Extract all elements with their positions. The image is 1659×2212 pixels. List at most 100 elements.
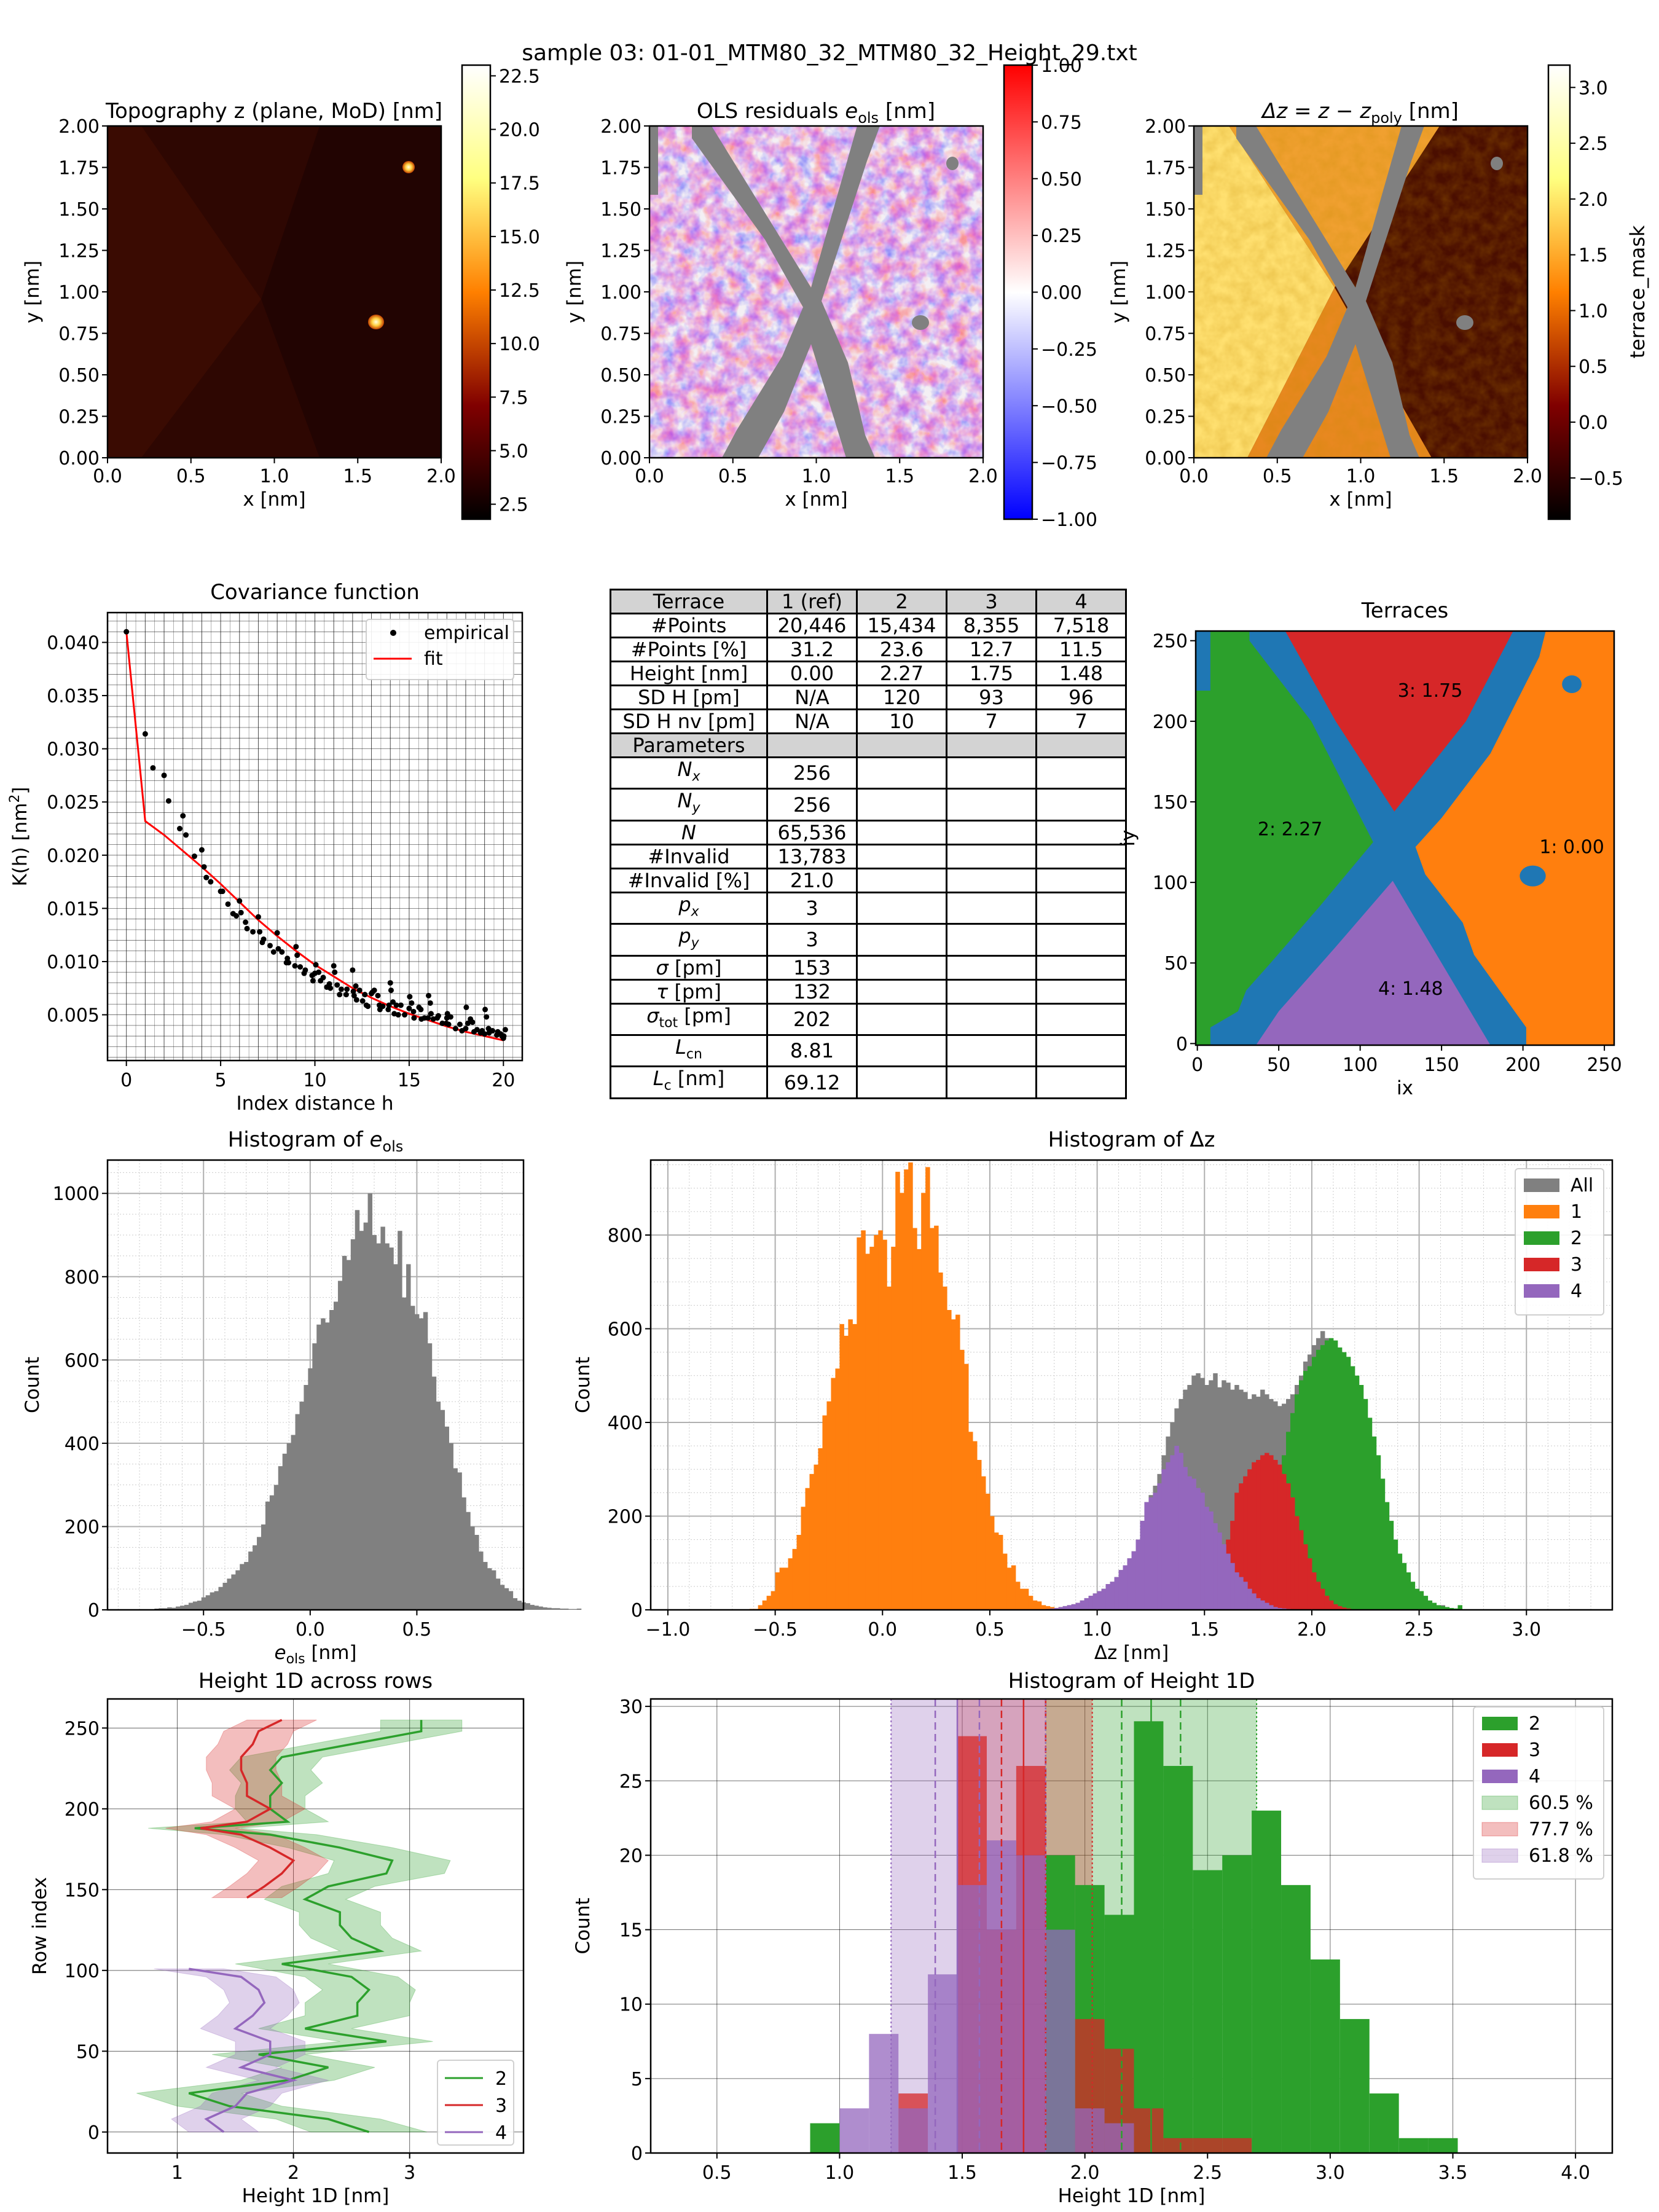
empirical-point: [244, 925, 250, 931]
histogram-bar: [282, 1453, 288, 1610]
y-axis-label-sup: 2: [7, 794, 23, 803]
y-tick-label: 0.030: [47, 739, 100, 761]
axes-frame: [106, 1159, 525, 1611]
y-tick-label: 150: [1153, 792, 1188, 814]
histogram-bar-4: [1260, 1600, 1265, 1610]
empirical-point: [490, 1028, 496, 1034]
histogram-bar-4: [928, 1974, 958, 2153]
table-empty-cell: [856, 1065, 947, 1099]
table-parameter-row: N 65,536: [610, 819, 1127, 845]
histogram-bar-2: [1316, 1349, 1321, 1610]
topography-terrace-dark: [261, 126, 441, 458]
histogram-bar-4: [1123, 1565, 1128, 1610]
empirical-point: [292, 963, 298, 969]
topography-map-panel: Topography z (plane, MoD) [nm] 0.0 0.5 1.0…: [22, 64, 540, 520]
histogram-bar-4: [1054, 1607, 1059, 1610]
y-tick-label: 1.75: [600, 158, 641, 179]
histogram-bar-2: [1369, 2093, 1399, 2153]
y-axis-label: Count: [572, 1357, 594, 1413]
histogram-bar-1: [1024, 1588, 1029, 1610]
table-empty-cell: [946, 756, 1037, 790]
table-empty-cell: [856, 978, 947, 1005]
histogram-bar-3: [1320, 1588, 1325, 1610]
histogram-bar-all: [1230, 1389, 1235, 1610]
histogram-bar-4: [1209, 1511, 1214, 1610]
parameter-value: 256: [766, 788, 858, 822]
table-cell: 7: [946, 708, 1037, 734]
empirical-point: [165, 798, 171, 804]
histogram-bar-2: [1393, 1539, 1398, 1610]
histogram-bar-1: [839, 1324, 844, 1610]
parameter-value: 21.0: [766, 867, 858, 893]
y-axis-label-part: K(h) [nm: [9, 803, 31, 887]
height1d-rows-chart: 1 2 3 0 50 100 150 200 250 Height 1D across rows H…: [29, 1669, 525, 2207]
histogram-bar-1: [852, 1324, 857, 1610]
topography-terrace-mid2: [141, 299, 320, 458]
empirical-point: [375, 992, 381, 998]
histogram-bar-4: [1131, 1551, 1136, 1610]
histogram-bar-1: [882, 1239, 887, 1610]
histogram-bar-1: [934, 1225, 939, 1610]
x-tick-label: 0.5: [1263, 466, 1292, 487]
empirical-point: [469, 1019, 476, 1026]
empirical-point: [293, 944, 299, 950]
histogram-bar-1: [831, 1378, 836, 1610]
histogram-bar-2: [1328, 1338, 1334, 1610]
empirical-point: [411, 1015, 417, 1021]
sd-band-4: [154, 1968, 330, 2133]
colorbar-tick-label: 0.25: [1041, 226, 1082, 247]
histogram-bar: [329, 1310, 334, 1610]
x-tick-label: 1.5: [947, 2162, 977, 2184]
histogram-bar: [560, 1608, 565, 1610]
table-empty-cell: [1035, 788, 1127, 822]
empirical-point: [501, 1033, 507, 1039]
histogram-bar-all: [1204, 1385, 1209, 1610]
x-tick-label: 3: [404, 2162, 415, 2184]
table-empty-cell: [946, 1033, 1037, 1068]
histogram-bar: [261, 1524, 266, 1610]
histogram-bar: [240, 1564, 245, 1610]
histogram-bar-4: [1277, 1607, 1282, 1610]
histogram-bar: [342, 1255, 347, 1610]
histogram-bar-2: [1402, 1563, 1407, 1610]
x-tick-label: 10: [303, 1070, 326, 1091]
histogram-bar: [176, 1606, 181, 1610]
histogram-bar-3: [1298, 1530, 1304, 1610]
empirical-point: [142, 731, 148, 737]
empirical-point: [275, 946, 281, 952]
histogram-bar-4: [1187, 1476, 1192, 1610]
invalid-spot: [1520, 865, 1546, 887]
figure-suptitle: sample 03: 01-01_MTM80_32_MTM80_32_Heigh…: [522, 41, 1137, 66]
x-tick-label: −0.5: [753, 1619, 798, 1641]
histogram-bar-1: [861, 1230, 866, 1610]
histogram-bar-2: [1432, 1602, 1437, 1610]
empirical-point: [316, 969, 322, 975]
terrace-table: Terrace 1 (ref) 2 3 4 #Points 20,446 15,434 8,35…: [610, 589, 1127, 1099]
histogram-bar: [555, 1608, 560, 1610]
histogram-bar: [410, 1306, 415, 1610]
histogram-bar-2: [1371, 1436, 1377, 1610]
covariance-chart: 0 5 10 15 20 0.005 0.010 0.015 0.020 0.025 0.030 0.…: [7, 580, 524, 1115]
colorbar-tick-label: 15.0: [499, 227, 540, 248]
histogram-bar: [205, 1595, 211, 1610]
histogram-bar-4: [1144, 1502, 1149, 1610]
y-tick-label: 1.25: [1145, 241, 1186, 262]
histogram-bar-4: [1110, 1582, 1115, 1610]
x-tick-label: 1.5: [1190, 1619, 1219, 1641]
empirical-point: [284, 955, 291, 962]
parameter-value: 153: [766, 954, 858, 981]
y-tick-label: 2.00: [600, 116, 641, 138]
empirical-point: [310, 978, 316, 984]
topography-title: Topography z (plane, MoD) [nm]: [105, 99, 442, 124]
empirical-point: [320, 975, 326, 981]
legend-label: 60.5 %: [1529, 1792, 1593, 1814]
parameter-symbol: p: [678, 892, 691, 916]
histogram-bar-1: [947, 1310, 952, 1610]
histogram-bar-2: [1457, 1605, 1462, 1610]
empirical-point: [198, 847, 205, 853]
histogram-bar: [547, 1607, 552, 1610]
chart-title: Terraces: [1361, 598, 1448, 623]
histogram-bar-1: [805, 1488, 810, 1610]
histogram-bar-4: [1084, 1598, 1089, 1610]
table-empty-cell: [1035, 1033, 1127, 1068]
